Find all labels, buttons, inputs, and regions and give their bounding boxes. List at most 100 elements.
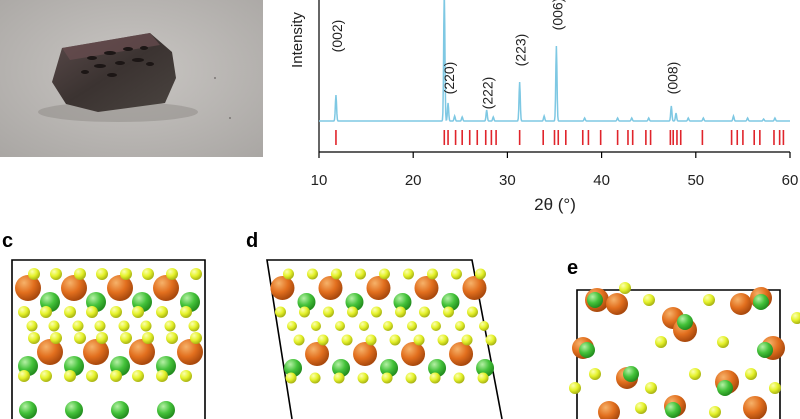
- yellow-atom: [655, 336, 667, 348]
- yellow-atom: [140, 320, 152, 332]
- panel-label-d: d: [246, 230, 259, 252]
- yellow-atom: [341, 334, 353, 346]
- yellow-atom: [166, 332, 178, 344]
- yellow-atom: [94, 320, 106, 332]
- x-axis-label: 2θ (°): [534, 195, 576, 214]
- peak-label: (002): [329, 20, 345, 53]
- green-atom: [332, 359, 351, 377]
- yellow-atom: [477, 372, 489, 384]
- green-atom: [345, 293, 364, 311]
- x-tick-label: 30: [499, 172, 516, 189]
- yellow-atom: [86, 370, 98, 382]
- yellow-atom: [64, 306, 76, 318]
- green-atom: [717, 380, 733, 396]
- yellow-atom: [110, 370, 122, 382]
- yellow-atom: [370, 306, 382, 318]
- atoms-e: [569, 282, 800, 419]
- yellow-atom: [394, 306, 406, 318]
- yellow-atom: [346, 306, 358, 318]
- yellow-atom: [442, 306, 454, 318]
- orange-atom: [449, 342, 474, 366]
- yellow-atom: [357, 372, 369, 384]
- orange-atom: [743, 396, 767, 419]
- yellow-atom: [407, 321, 417, 331]
- x-ticks: 10 20 30 40 50 60: [311, 152, 798, 189]
- yellow-atom: [180, 370, 192, 382]
- green-atom: [428, 359, 447, 377]
- yellow-atom: [402, 268, 414, 280]
- yellow-atom: [335, 321, 345, 331]
- yellow-atom: [285, 372, 297, 384]
- green-atom: [476, 359, 495, 377]
- yellow-atom: [418, 306, 430, 318]
- orange-atom: [598, 401, 620, 419]
- y-axis-label: Intensity: [289, 12, 306, 68]
- yellow-atom: [120, 268, 132, 280]
- yellow-atom: [74, 268, 86, 280]
- green-atom: [111, 401, 129, 419]
- orange-atom: [305, 342, 330, 366]
- green-atom: [157, 401, 175, 419]
- yellow-atom: [190, 332, 202, 344]
- reference-ticks: [335, 130, 785, 145]
- green-atom: [441, 293, 460, 311]
- yellow-atom: [322, 306, 334, 318]
- yellow-atom: [156, 370, 168, 382]
- orange-atom: [61, 275, 87, 301]
- orange-atom: [730, 293, 752, 315]
- yellow-atom: [359, 321, 369, 331]
- yellow-atom: [50, 332, 62, 344]
- x-tick-label: 10: [311, 172, 328, 189]
- yellow-atom: [120, 332, 132, 344]
- yellow-atom: [118, 320, 130, 332]
- yellow-atom: [132, 370, 144, 382]
- green-atom: [284, 359, 303, 377]
- yellow-atom: [450, 268, 462, 280]
- yellow-atom: [485, 334, 497, 346]
- yellow-atom: [110, 306, 122, 318]
- green-atom: [65, 401, 83, 419]
- green-atom: [297, 293, 316, 311]
- green-atom: [393, 293, 412, 311]
- peak-label: (223): [513, 34, 529, 67]
- orange-atom: [401, 342, 426, 366]
- yellow-atom: [40, 306, 52, 318]
- unit-cell-c: [11, 259, 206, 419]
- yellow-atom: [429, 372, 441, 384]
- yellow-atom: [569, 382, 581, 394]
- green-atom: [757, 342, 773, 358]
- yellow-atom: [431, 321, 441, 331]
- yellow-atom: [74, 332, 86, 344]
- orange-atom: [462, 276, 487, 300]
- panel-label-e: e: [567, 257, 579, 279]
- yellow-atom: [461, 334, 473, 346]
- yellow-atom: [311, 321, 321, 331]
- yellow-atom: [354, 268, 366, 280]
- yellow-atom: [274, 306, 286, 318]
- crystal-structure-c: [11, 259, 206, 419]
- yellow-atom: [791, 312, 800, 324]
- yellow-atom: [453, 372, 465, 384]
- orange-atom: [107, 275, 133, 301]
- x-tick-label: 50: [687, 172, 704, 189]
- x-tick-label: 20: [405, 172, 422, 189]
- x-tick-label: 40: [593, 172, 610, 189]
- yellow-atom: [86, 306, 98, 318]
- yellow-atom: [745, 368, 757, 380]
- yellow-atom: [287, 321, 297, 331]
- green-atom: [587, 292, 603, 308]
- orange-atom: [270, 276, 295, 300]
- yellow-atom: [18, 306, 30, 318]
- panel-label-c: c: [2, 230, 14, 252]
- yellow-atom: [619, 282, 631, 294]
- yellow-atom: [306, 268, 318, 280]
- yellow-atom: [309, 372, 321, 384]
- peak-label: (006): [549, 0, 565, 30]
- yellow-atom: [455, 321, 465, 331]
- peak-label: (008): [664, 62, 680, 95]
- green-atom: [623, 366, 639, 382]
- green-atom: [665, 402, 681, 418]
- atoms-d: [270, 268, 497, 384]
- yellow-atom: [64, 370, 76, 382]
- yellow-atom: [389, 334, 401, 346]
